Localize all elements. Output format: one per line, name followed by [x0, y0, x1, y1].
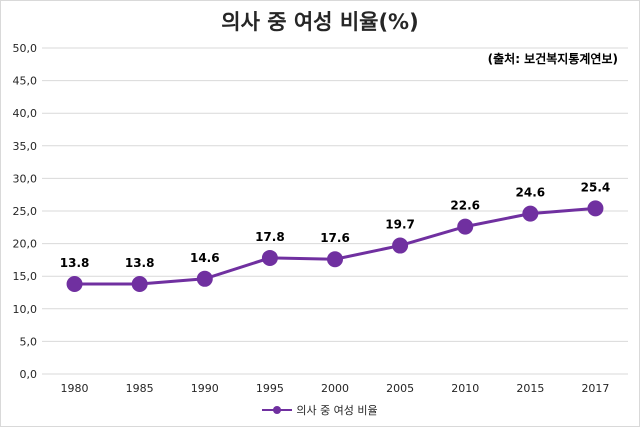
data-label: 13.8 [60, 256, 90, 270]
data-label: 24.6 [516, 186, 546, 200]
x-tick-label: 1985 [126, 382, 154, 395]
data-label: 13.8 [125, 256, 155, 270]
y-tick-label: 15,0 [13, 270, 38, 283]
data-label: 25.4 [581, 180, 611, 194]
data-label: 17.6 [320, 231, 350, 245]
x-tick-label: 1990 [191, 382, 219, 395]
series-layer [66, 200, 604, 293]
y-tick-label: 25,0 [13, 205, 38, 218]
data-label: 19.7 [385, 218, 415, 232]
y-tick-label: 0,0 [20, 368, 38, 381]
data-label: 14.6 [190, 251, 220, 265]
series-line [74, 206, 596, 286]
data-point [327, 251, 343, 268]
gridlines [42, 47, 628, 375]
x-axis-ticks: 1980 1985 1990 1995 2000 2005 2010 2015 2017 [61, 382, 610, 395]
legend: 의사 중 여성 비율 [0, 402, 640, 418]
data-point [196, 270, 213, 287]
y-tick-label: 45,0 [13, 75, 38, 88]
chart-title: 의사 중 여성 비율(%) [221, 10, 419, 34]
y-tick-label: 10,0 [13, 303, 38, 316]
y-axis-ticks: 0,0 5,0 10,0 15,0 20,0 25,0 30,0 35,0 40,0 45,0 50… [13, 42, 38, 381]
y-tick-label: 40,0 [13, 107, 38, 120]
x-tick-label: 2010 [451, 382, 479, 395]
data-point [261, 249, 278, 266]
data-point [392, 237, 409, 254]
data-point [131, 276, 148, 293]
data-point [457, 218, 474, 235]
data-point [587, 200, 604, 217]
y-tick-label: 20,0 [13, 238, 38, 251]
legend-marker-icon [262, 405, 293, 415]
y-tick-label: 30,0 [13, 172, 38, 185]
data-point [66, 276, 83, 293]
x-tick-label: 2015 [516, 382, 544, 395]
y-tick-label: 5,0 [20, 335, 38, 348]
source-note: (출처: 보건복지통계연보) [487, 52, 618, 66]
data-label: 22.6 [450, 199, 480, 213]
data-point [522, 205, 539, 222]
legend-label: 의사 중 여성 비율 [296, 404, 378, 417]
y-tick-label: 35,0 [13, 140, 38, 153]
x-tick-label: 1980 [61, 382, 89, 395]
x-tick-label: 1995 [256, 382, 284, 395]
x-tick-label: 2000 [321, 382, 349, 395]
data-labels: 13.8 13.8 14.6 17.8 17.6 19.7 22.6 24.6 25.4 [60, 180, 610, 270]
y-tick-label: 50,0 [13, 42, 38, 55]
x-tick-label: 2017 [581, 382, 609, 395]
x-tick-label: 2005 [386, 382, 414, 395]
data-label: 17.8 [255, 230, 285, 244]
